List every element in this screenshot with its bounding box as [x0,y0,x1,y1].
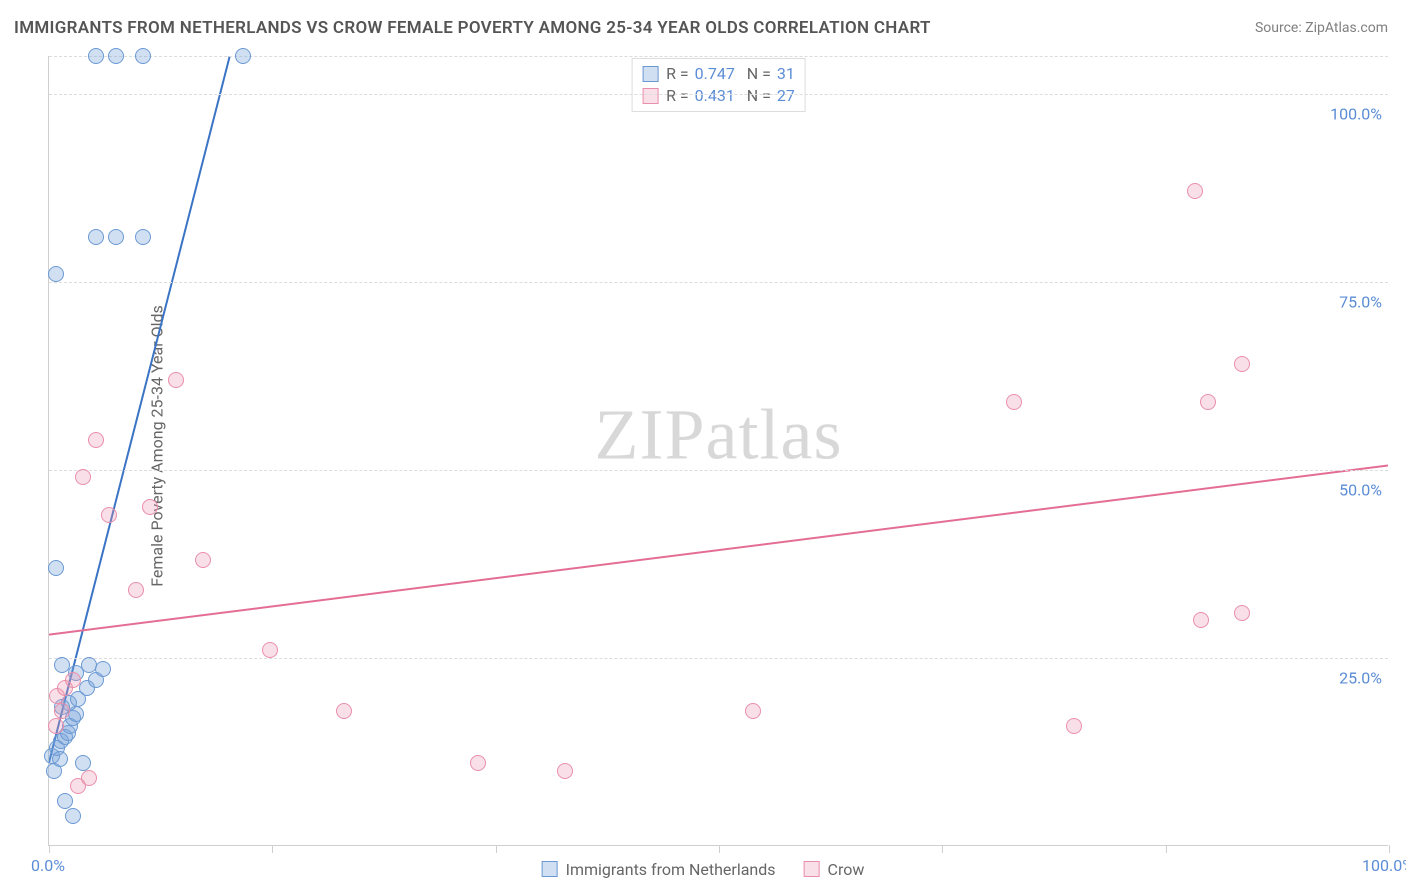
scatter-point [1234,605,1250,621]
scatter-point [54,703,70,719]
scatter-point [1200,394,1216,410]
legend-swatch [542,861,558,877]
scatter-point [88,432,104,448]
x-tick [1389,845,1390,853]
source-label: Source: ZipAtlas.com [1255,20,1388,36]
legend-label: Immigrants from Netherlands [566,860,776,879]
scatter-point [195,552,211,568]
plot-area: ZIPatlas R = 0.747 N = 31R = 0.431 N = 2… [48,56,1388,846]
legend-top-row: R = 0.747 N = 31 [642,63,795,85]
scatter-point [48,266,64,282]
legend-stats: R = 0.747 N = 31 [666,63,795,85]
legend-bottom-item: Immigrants from Netherlands [542,860,776,879]
scatter-point [470,755,486,771]
scatter-point [108,229,124,245]
scatter-point [1187,183,1203,199]
watermark-bold: ZIP [595,394,706,474]
scatter-point [101,507,117,523]
trend-line [49,56,230,762]
y-tick-label: 100.0% [1330,104,1382,123]
gridline [49,282,1388,283]
scatter-point [65,808,81,824]
x-tick-label: 100.0% [1362,856,1406,875]
scatter-point [557,763,573,779]
scatter-point [81,770,97,786]
legend-stats: R = 0.431 N = 27 [666,85,795,107]
scatter-point [745,703,761,719]
scatter-point [75,755,91,771]
x-tick [272,845,273,853]
gridline [49,94,1388,95]
y-tick-label: 50.0% [1339,480,1382,499]
scatter-point [52,751,68,767]
scatter-point [95,661,111,677]
x-tick [49,845,50,853]
legend-top-row: R = 0.431 N = 27 [642,85,795,107]
scatter-point [57,793,73,809]
legend-swatch [642,88,658,104]
y-tick-label: 75.0% [1339,292,1382,311]
x-tick [942,845,943,853]
scatter-point [336,703,352,719]
x-tick [496,845,497,853]
x-tick-label: 0.0% [31,856,65,875]
scatter-point [1234,356,1250,372]
scatter-point [48,718,64,734]
x-tick [1166,845,1167,853]
scatter-point [75,469,91,485]
y-tick-label: 25.0% [1339,668,1382,687]
scatter-point [1006,394,1022,410]
legend-top-box: R = 0.747 N = 31R = 0.431 N = 27 [631,58,806,112]
scatter-point [235,48,251,64]
scatter-point [142,499,158,515]
scatter-point [108,48,124,64]
watermark: ZIPatlas [595,393,843,476]
scatter-point [1066,718,1082,734]
scatter-point [168,372,184,388]
legend-swatch [804,861,820,877]
watermark-thin: atlas [706,394,843,474]
scatter-point [1193,612,1209,628]
legend-bottom: Immigrants from Netherlands Crow [542,852,865,886]
trend-lines-svg [49,56,1388,845]
trend-line [49,466,1388,635]
scatter-point [88,229,104,245]
gridline [49,470,1388,471]
scatter-point [65,672,81,688]
scatter-point [128,582,144,598]
scatter-point [262,642,278,658]
legend-bottom-item: Crow [804,860,865,879]
legend-label: Crow [828,860,865,879]
chart-title: IMMIGRANTS FROM NETHERLANDS VS CROW FEMA… [14,18,931,38]
scatter-point [135,229,151,245]
scatter-point [48,560,64,576]
scatter-point [135,48,151,64]
scatter-point [88,48,104,64]
legend-swatch [642,66,658,82]
chart-container: IMMIGRANTS FROM NETHERLANDS VS CROW FEMA… [0,0,1406,892]
gridline [49,658,1388,659]
